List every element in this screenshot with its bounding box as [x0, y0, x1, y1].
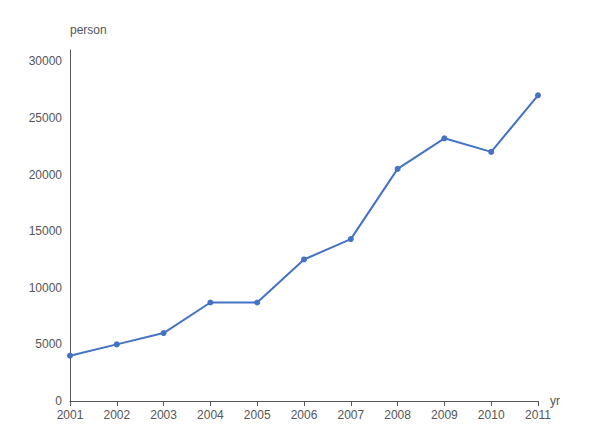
svg-text:5000: 5000	[35, 337, 62, 351]
svg-text:15000: 15000	[29, 224, 63, 238]
svg-text:2006: 2006	[291, 408, 318, 422]
svg-text:2009: 2009	[431, 408, 458, 422]
svg-text:2003: 2003	[150, 408, 177, 422]
svg-text:yr: yr	[550, 394, 560, 408]
svg-text:person: person	[70, 23, 107, 37]
svg-text:10000: 10000	[29, 281, 63, 295]
svg-text:2001: 2001	[57, 408, 84, 422]
svg-text:2005: 2005	[244, 408, 271, 422]
svg-text:25000: 25000	[29, 111, 63, 125]
svg-text:2004: 2004	[197, 408, 224, 422]
svg-text:2008: 2008	[384, 408, 411, 422]
svg-text:30000: 30000	[29, 54, 63, 68]
svg-text:2007: 2007	[337, 408, 364, 422]
svg-text:2011: 2011	[525, 408, 551, 422]
svg-text:0: 0	[55, 394, 62, 408]
svg-text:2010: 2010	[478, 408, 505, 422]
svg-text:2002: 2002	[103, 408, 130, 422]
svg-text:20000: 20000	[29, 168, 63, 182]
